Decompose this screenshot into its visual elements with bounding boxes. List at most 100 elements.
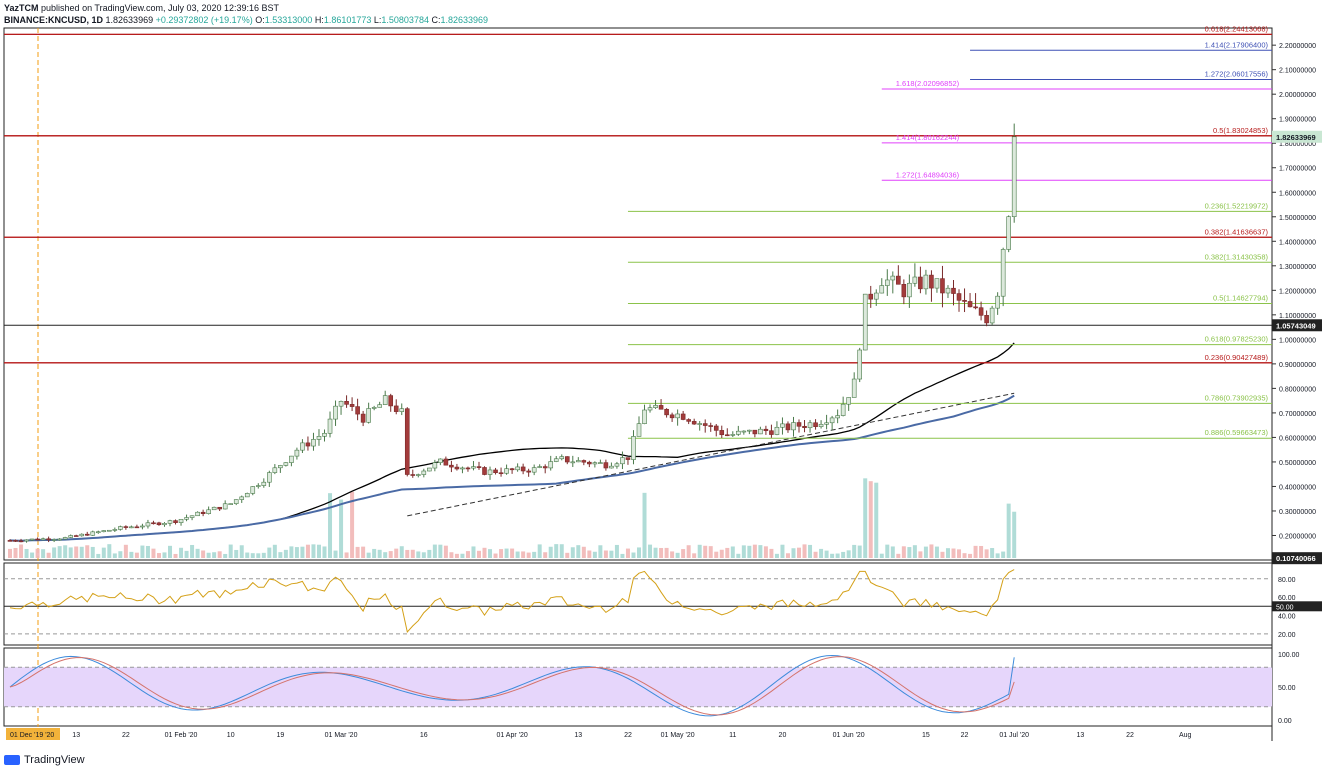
candle-body — [162, 523, 167, 526]
stoch-axis-label: 0.00 — [1278, 718, 1292, 725]
symbol-label[interactable]: BINANCE:KNCUSD, 1D — [4, 15, 104, 25]
candle-body — [90, 531, 96, 536]
price-axis-label: 1.05743049 — [1276, 321, 1316, 330]
author-name[interactable]: YazTCM — [4, 3, 39, 13]
candle-body — [261, 481, 267, 486]
candle-body — [40, 538, 46, 541]
volume-bar — [741, 545, 746, 558]
x-tick-label: 01 Jun '20 — [833, 732, 865, 739]
candle-body — [520, 466, 526, 472]
candle-body — [244, 493, 250, 498]
volume-bar — [852, 544, 857, 558]
candle-body — [267, 472, 272, 483]
candle-body — [973, 306, 978, 309]
candle-body — [708, 425, 714, 427]
y-tick-label: 1.70000000 — [1279, 166, 1316, 173]
volume-bar — [234, 549, 239, 558]
candle-body — [68, 535, 73, 538]
volume-bar — [813, 551, 818, 558]
volume-bar — [410, 549, 415, 558]
candle-body — [283, 462, 289, 466]
stoch-k-line — [9, 654, 1015, 717]
volume-bar — [664, 547, 669, 558]
candle-body — [780, 423, 785, 428]
volume-bar — [416, 551, 421, 558]
fib-level-label: 1.618(2.02096852) — [896, 79, 960, 88]
volume-bar — [333, 550, 338, 558]
volume-bar — [206, 552, 211, 558]
volume-bar — [797, 547, 802, 558]
volume-bar — [692, 553, 697, 558]
candle-body — [239, 496, 245, 500]
candle-body — [107, 529, 112, 532]
volume-bar — [785, 553, 790, 558]
volume-bar — [631, 552, 636, 558]
rsi-axis-label: 20.00 — [1278, 632, 1296, 639]
volume-bar — [283, 549, 288, 558]
candle-body — [592, 462, 598, 465]
x-tick-label: 01 Jul '20 — [999, 732, 1029, 739]
fib-level-label: 0.786(0.73902935) — [1205, 393, 1269, 402]
last-price: 1.82633969 — [105, 15, 154, 25]
candle-body — [35, 538, 40, 541]
volume-bar — [526, 552, 531, 558]
volume-bar — [19, 544, 24, 558]
volume-bar — [228, 544, 233, 558]
volume-bar — [173, 553, 178, 558]
volume-bar — [774, 553, 779, 558]
volume-bar — [377, 549, 382, 558]
y-tick-label: 2.00000000 — [1279, 92, 1316, 99]
volume-bar — [499, 549, 504, 558]
y-tick-label: 0.90000000 — [1279, 362, 1316, 369]
footer-brand[interactable]: TradingView — [24, 754, 85, 766]
y-tick-label: 1.60000000 — [1279, 190, 1316, 197]
volume-bar — [670, 551, 675, 558]
candle-body — [1000, 249, 1006, 297]
volume-bar — [239, 545, 244, 558]
volume-bar — [190, 544, 195, 558]
candle-body — [294, 449, 300, 457]
candle-body — [945, 287, 951, 294]
volume-bar — [46, 552, 51, 558]
volume-bar — [476, 550, 481, 558]
fib-level-label: 0.382(1.31430358) — [1205, 252, 1269, 261]
candle-body — [758, 428, 763, 435]
volume-bar — [355, 546, 360, 558]
volume-bar — [350, 491, 355, 558]
candle-body — [438, 458, 443, 463]
price-axis-label-bg — [1272, 319, 1322, 332]
fib-level-label: 0.236(1.52219972) — [1205, 201, 1269, 210]
price-axis-label-bg — [1272, 130, 1322, 143]
volume-bar — [383, 552, 388, 558]
volume-bar — [791, 548, 796, 558]
candle-body — [918, 276, 923, 290]
volume-bar — [212, 552, 217, 558]
volume-bar — [394, 548, 399, 558]
candle-body — [427, 467, 432, 472]
volume-bar — [421, 552, 426, 558]
volume-bar — [708, 546, 713, 558]
candle-body — [62, 537, 68, 540]
volume-bar — [316, 544, 321, 558]
low-label: L: — [373, 15, 382, 25]
candle-body — [934, 278, 940, 289]
x-tick-label: 19 — [276, 732, 284, 739]
volume-bar — [603, 550, 608, 558]
y-tick-label: 1.90000000 — [1279, 117, 1316, 124]
y-tick-label: 0.60000000 — [1279, 435, 1316, 442]
volume-bar — [361, 546, 366, 558]
volume-bar — [681, 549, 686, 558]
candle-body — [167, 520, 173, 524]
candle-body — [349, 404, 355, 407]
volume-bar — [758, 545, 763, 558]
rsi-axis-label: 50.00 — [1276, 604, 1294, 611]
volume-bar — [945, 548, 950, 558]
candle-body — [835, 415, 840, 419]
candle-body — [344, 401, 349, 405]
y-tick-label: 0.50000000 — [1279, 460, 1316, 467]
candle-body — [322, 432, 327, 437]
volume-bar — [405, 549, 410, 558]
candle-body — [697, 423, 702, 425]
candle-body — [713, 425, 719, 431]
